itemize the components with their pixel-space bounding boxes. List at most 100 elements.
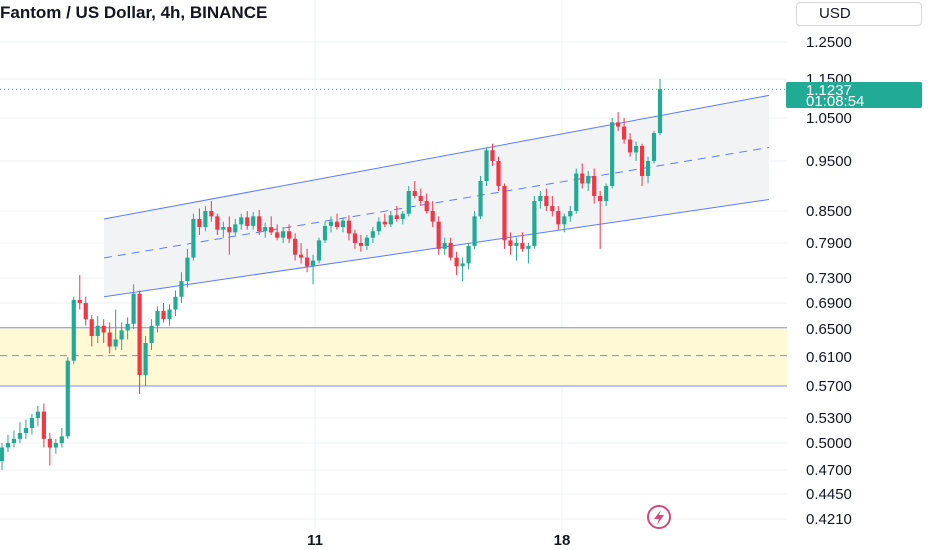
candle-body [466, 245, 471, 264]
candle-body [412, 191, 417, 196]
candle [59, 428, 64, 448]
candle-body [616, 122, 621, 127]
candle-body [233, 224, 238, 233]
candle [460, 257, 465, 282]
time-axis-label: 18 [554, 532, 571, 549]
candlestick-series [0, 79, 663, 470]
candle-body [316, 240, 322, 261]
candle [562, 213, 567, 233]
candle-body [47, 438, 52, 448]
candle [71, 296, 76, 365]
lightning-icon-bolt [654, 510, 664, 525]
candle [215, 213, 220, 235]
candle-body [520, 243, 525, 249]
candle [125, 317, 130, 340]
candle-body [532, 201, 537, 246]
last-price-value: 1.1237 [806, 82, 852, 99]
candle-body [179, 281, 184, 297]
candle-body [340, 220, 346, 227]
candle [352, 229, 358, 249]
candle [622, 118, 627, 144]
lightning-icon-ring [647, 505, 671, 529]
candle [430, 201, 435, 227]
candle [245, 211, 250, 230]
candle [95, 316, 100, 343]
lightning-icon[interactable] [647, 505, 671, 529]
candle [197, 208, 202, 235]
candle [53, 438, 58, 454]
candle [275, 224, 280, 241]
candle [107, 322, 112, 354]
candle-body [304, 257, 310, 267]
candle [227, 216, 232, 255]
candle-body [622, 126, 627, 140]
last-price-tag: 1.1237 01:08:54 [786, 82, 922, 110]
candle-body [508, 240, 513, 246]
candle [514, 237, 519, 261]
candle [580, 163, 585, 189]
candle-body [5, 443, 11, 448]
candle-body [29, 418, 35, 428]
candle-body [209, 211, 214, 217]
candle-body [352, 233, 358, 243]
candle [287, 224, 292, 243]
candle-body [400, 213, 405, 219]
candle-body [346, 220, 352, 234]
candle-body [502, 186, 507, 241]
candle [574, 168, 579, 214]
candle [604, 183, 609, 206]
candle [113, 309, 118, 350]
candle-body [526, 245, 531, 249]
candle-body [562, 216, 567, 225]
price-channel-mid-line [103, 146, 770, 259]
candle [5, 434, 11, 452]
candle [83, 296, 88, 326]
candle-body [227, 227, 232, 233]
candle [442, 237, 447, 255]
candle [394, 206, 399, 222]
candle [346, 215, 352, 241]
candle-body [604, 186, 609, 201]
candle-body [388, 215, 393, 225]
candle-body [328, 221, 334, 226]
candle-body [17, 433, 23, 439]
candle [167, 304, 172, 326]
candle [400, 211, 405, 225]
candle-body [215, 216, 220, 230]
candle-body [245, 217, 250, 226]
candle [376, 217, 381, 235]
candle [645, 156, 651, 184]
candle-body [370, 231, 375, 238]
candle-body [364, 237, 369, 246]
price-axis-label: 0.7900 [806, 235, 852, 252]
candle-body [275, 232, 280, 238]
candle-body [197, 219, 202, 227]
candle-body [167, 309, 172, 320]
candle-body [633, 145, 639, 153]
candle [77, 275, 82, 310]
candle-body [263, 227, 268, 232]
candle-body [77, 299, 82, 303]
candle-body [376, 221, 381, 232]
price-axis-label: 0.4700 [806, 462, 852, 479]
candle [322, 221, 328, 243]
candle-body [514, 243, 519, 246]
candle [304, 248, 310, 273]
currency-button[interactable]: USD [796, 2, 922, 26]
candle-body [424, 201, 429, 211]
candle-body [131, 293, 136, 324]
price-axis-label: 0.5700 [806, 378, 852, 395]
candle [424, 193, 429, 214]
candle-body [586, 176, 591, 184]
candle [657, 79, 663, 136]
candle [616, 112, 621, 131]
time-axis[interactable]: 11 18 [307, 532, 570, 549]
candle [263, 222, 268, 238]
candle-body [610, 122, 615, 186]
candle-body [191, 219, 196, 258]
candle [65, 357, 70, 439]
candle-body [394, 215, 399, 219]
price-axis-label: 0.7300 [806, 270, 852, 287]
candle [496, 156, 501, 191]
